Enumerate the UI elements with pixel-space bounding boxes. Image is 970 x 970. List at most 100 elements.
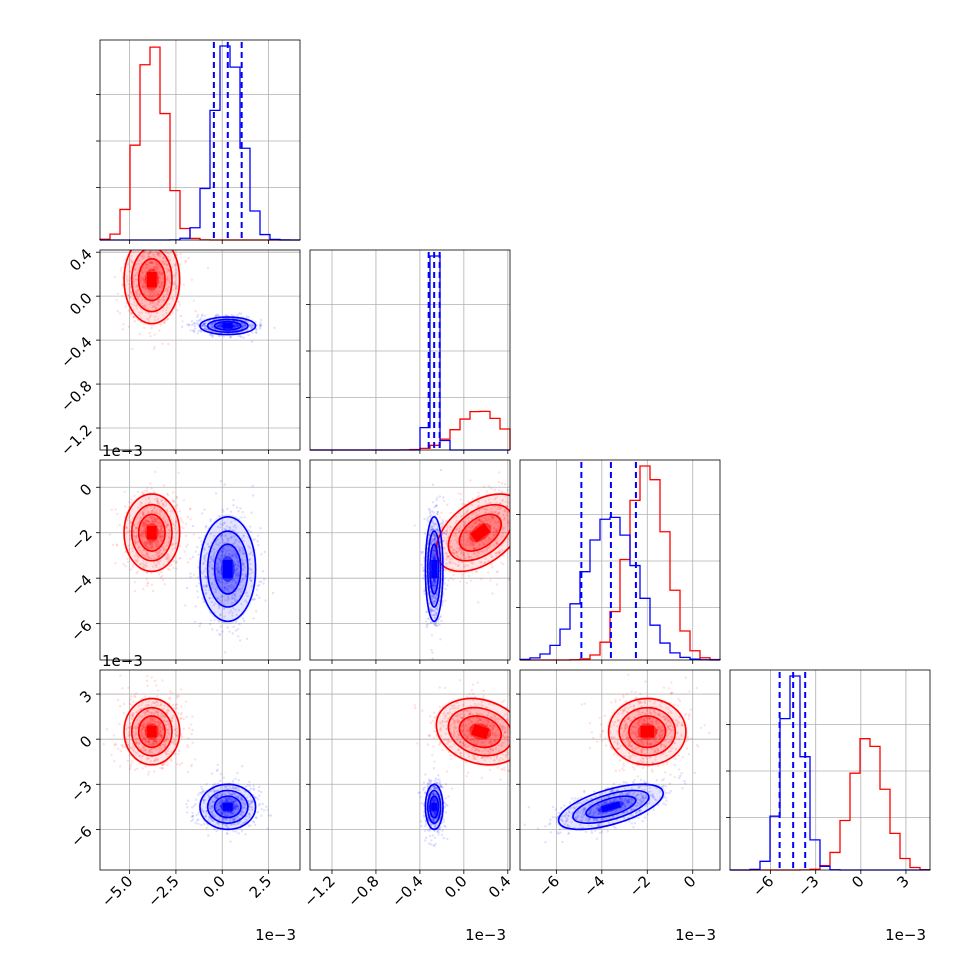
red-point bbox=[146, 540, 149, 543]
blue-point bbox=[446, 584, 449, 587]
red-point bbox=[159, 527, 163, 530]
red-point bbox=[495, 522, 498, 525]
red-point bbox=[158, 276, 162, 280]
red-point bbox=[149, 544, 152, 548]
red-point bbox=[146, 684, 149, 688]
blue-point bbox=[243, 324, 247, 328]
red-point bbox=[128, 309, 131, 312]
blue-point bbox=[211, 567, 214, 570]
blue-point bbox=[242, 534, 245, 537]
blue-point bbox=[244, 325, 247, 328]
red-point bbox=[128, 289, 132, 292]
blue-point bbox=[243, 566, 246, 569]
red-point bbox=[497, 512, 500, 516]
red-point bbox=[156, 291, 160, 295]
red-point bbox=[494, 533, 498, 536]
blue-point bbox=[232, 553, 236, 556]
red-point bbox=[142, 513, 145, 516]
red-point bbox=[130, 763, 133, 766]
red-point bbox=[492, 516, 495, 520]
red-point bbox=[140, 276, 143, 279]
red-point bbox=[157, 550, 161, 553]
red-point bbox=[477, 504, 480, 507]
blue-point bbox=[223, 586, 227, 590]
red-point bbox=[166, 553, 170, 556]
red-point bbox=[132, 564, 135, 567]
red-point bbox=[148, 547, 152, 550]
red-point bbox=[163, 321, 166, 324]
red-point bbox=[160, 524, 163, 528]
red-point bbox=[172, 536, 175, 539]
red-point bbox=[160, 299, 163, 302]
red-point bbox=[455, 554, 459, 557]
red-point bbox=[165, 271, 169, 274]
red-point bbox=[189, 518, 192, 521]
red-point bbox=[158, 521, 162, 524]
blue-point bbox=[212, 579, 216, 582]
red-point bbox=[466, 529, 469, 533]
red-point bbox=[160, 284, 163, 288]
red-point bbox=[162, 484, 166, 487]
red-point bbox=[421, 570, 425, 573]
blue-point bbox=[271, 591, 275, 595]
blue-point bbox=[258, 580, 261, 583]
red-point bbox=[142, 521, 145, 524]
blue-point bbox=[203, 322, 206, 325]
blue-point bbox=[430, 608, 433, 612]
blue-point bbox=[251, 324, 254, 327]
red-point bbox=[151, 300, 154, 304]
red-point bbox=[192, 299, 195, 302]
red-point bbox=[460, 502, 464, 506]
red-point bbox=[108, 533, 112, 536]
blue-point bbox=[197, 553, 200, 556]
red-point bbox=[166, 493, 170, 497]
red-point bbox=[483, 542, 487, 545]
red-point bbox=[495, 542, 498, 546]
red-point bbox=[147, 773, 150, 776]
red-point bbox=[155, 267, 159, 271]
red-point bbox=[472, 547, 475, 550]
red-point bbox=[176, 309, 179, 312]
blue-point bbox=[230, 536, 233, 539]
blue-point bbox=[431, 549, 435, 552]
red-point bbox=[131, 294, 134, 297]
red-point bbox=[513, 531, 515, 533]
red-point bbox=[449, 545, 453, 548]
red-point bbox=[532, 505, 534, 507]
red-point bbox=[161, 272, 164, 275]
red-point bbox=[147, 252, 150, 256]
blue-point bbox=[259, 527, 262, 530]
red-point bbox=[159, 548, 162, 551]
blue-point bbox=[196, 596, 200, 599]
blue-point bbox=[241, 325, 245, 329]
red-point bbox=[145, 578, 148, 581]
red-point bbox=[145, 523, 148, 526]
blue-point bbox=[217, 578, 221, 582]
red-point bbox=[179, 556, 182, 560]
red-point bbox=[476, 496, 479, 499]
red-point bbox=[141, 277, 145, 280]
red-point bbox=[148, 235, 150, 237]
red-point bbox=[477, 518, 480, 522]
blue-point bbox=[216, 567, 220, 570]
blue-point bbox=[438, 623, 441, 627]
red-point bbox=[469, 541, 472, 544]
red-point bbox=[156, 252, 159, 255]
red-point bbox=[478, 522, 482, 525]
red-point bbox=[173, 274, 177, 277]
red-point bbox=[154, 520, 157, 523]
red-point bbox=[445, 539, 448, 542]
blue-point bbox=[248, 525, 252, 528]
red-point bbox=[133, 580, 137, 584]
blue-point bbox=[242, 561, 245, 565]
red-point bbox=[143, 514, 146, 517]
red-point bbox=[139, 516, 142, 519]
red-point bbox=[163, 321, 166, 325]
red-point bbox=[129, 698, 132, 701]
blue-point bbox=[259, 324, 262, 327]
red-point bbox=[137, 546, 141, 549]
red-point bbox=[153, 519, 157, 522]
blue-point bbox=[211, 582, 214, 585]
red-point bbox=[129, 295, 132, 299]
red-point bbox=[530, 490, 532, 492]
